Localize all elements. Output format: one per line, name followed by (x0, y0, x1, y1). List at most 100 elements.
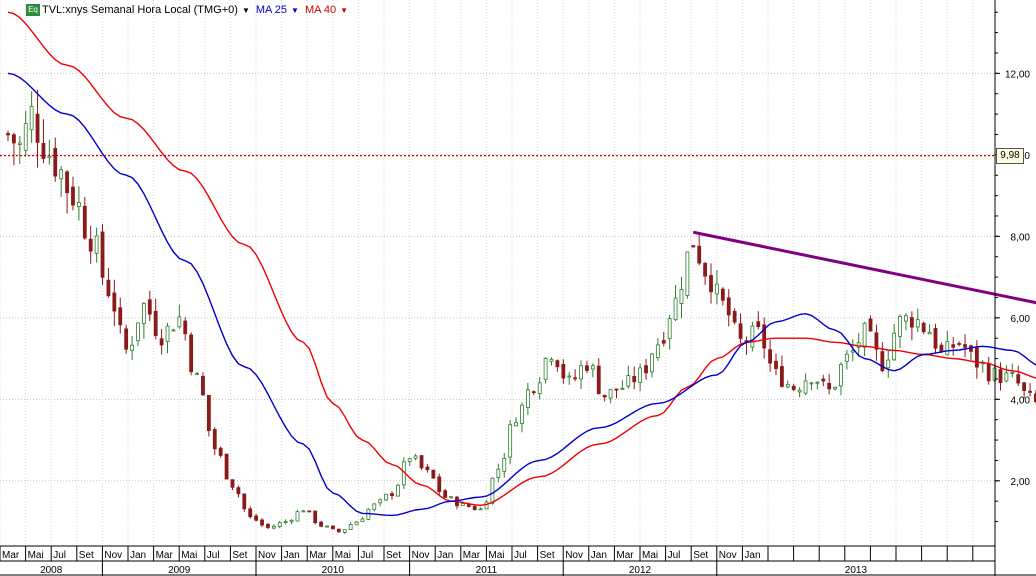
ma40-series (7, 11, 1036, 507)
candle-body (354, 521, 359, 526)
candle-body (939, 344, 944, 352)
candle-body (785, 384, 790, 388)
candle-body (460, 503, 465, 506)
candle-body (307, 510, 312, 513)
candle-body (212, 429, 217, 450)
x-tick-label: Jan (744, 550, 760, 561)
candle-body (413, 455, 418, 459)
candle-body (638, 367, 643, 383)
candle-body (880, 351, 885, 372)
x-tick-label: Mar (463, 550, 481, 561)
candle-body (153, 310, 158, 336)
candle-body (289, 519, 294, 523)
candle-body (632, 376, 637, 383)
ma40-legend[interactable]: MA 40 (304, 4, 337, 16)
candle-body (431, 469, 436, 479)
candle-body (378, 499, 383, 504)
candle-body (384, 493, 388, 501)
candle-body (963, 344, 967, 348)
x-tick-label: Nov (412, 550, 430, 561)
year-label: 2011 (476, 565, 498, 576)
x-tick-label: Jan (130, 550, 146, 561)
candle-body (555, 360, 560, 368)
candle-body (904, 315, 908, 322)
candle-body (189, 334, 194, 373)
x-tick-label: Jul (360, 550, 373, 561)
candle-body (106, 279, 111, 297)
candle-body (608, 388, 613, 399)
ma40-line (7, 11, 1036, 507)
x-tick-label: Nov (104, 550, 122, 561)
candle-body (1016, 374, 1021, 384)
candle-body (862, 322, 867, 348)
candle-body (762, 324, 767, 349)
candle-body (874, 332, 879, 350)
symbol-dropdown-icon[interactable]: ▼ (241, 5, 250, 15)
candle-body (815, 381, 820, 384)
candle-body (909, 317, 914, 328)
candle-body (141, 302, 146, 324)
candle-body (71, 186, 75, 206)
ma25-line (7, 72, 1036, 517)
ma40-dropdown-icon[interactable]: ▼ (340, 5, 349, 15)
year-label: 2008 (40, 565, 63, 576)
candle-body (283, 521, 288, 524)
ma25-dropdown-icon[interactable]: ▼ (291, 5, 299, 15)
candle-body (171, 329, 176, 332)
candle-body (750, 325, 755, 348)
equity-icon[interactable]: Eq (26, 4, 40, 16)
candle-body (502, 458, 507, 472)
candle-body (685, 251, 690, 296)
ma25-series (7, 72, 1036, 517)
candle-body (236, 487, 241, 495)
symbol-label[interactable]: TVL:xnys Semanal Hora Local (TMG+0) (42, 4, 238, 16)
candle-body (655, 344, 660, 359)
candle-body (271, 525, 276, 529)
candle-body (602, 394, 607, 398)
candle-body (118, 307, 123, 326)
x-tick-label: Mai (488, 550, 504, 561)
candle-body (508, 424, 513, 458)
candle-body (886, 359, 891, 369)
candle-body (797, 389, 802, 393)
candle-body (585, 365, 589, 371)
y-tick-label: 4,00 (1011, 395, 1031, 406)
candle-body (520, 404, 524, 424)
candle-body (768, 349, 772, 364)
candle-body (780, 366, 784, 387)
trendline-series (692, 230, 1036, 305)
x-tick-label: Nov (258, 550, 276, 561)
candle-body (732, 310, 737, 323)
candle-body (331, 525, 335, 530)
y-tick-label: 6,00 (1011, 314, 1031, 325)
candle-body (266, 523, 270, 528)
last-price-tag: 9,98 (996, 147, 1024, 164)
x-tick-label: Mai (642, 550, 658, 561)
candle-body (644, 365, 648, 374)
ma25-legend[interactable]: MA 25 (255, 4, 288, 16)
candle-body (844, 353, 849, 362)
candle-body (47, 155, 52, 159)
x-tick-label: Jul (207, 550, 220, 561)
candle-body (88, 238, 93, 252)
candle-body (868, 318, 873, 332)
candle-body (496, 468, 501, 478)
candle-body (951, 344, 956, 348)
candles (6, 89, 1036, 534)
candle-body (218, 447, 223, 456)
candle-body (301, 510, 306, 513)
candle-body (319, 521, 324, 527)
candle-body (136, 322, 140, 342)
candle-body (927, 332, 932, 335)
candle-body (29, 105, 34, 131)
candle-body (313, 510, 318, 524)
x-tick-label: Set (232, 550, 247, 561)
candle-body (112, 292, 117, 312)
candle-body (224, 453, 229, 480)
candle-body (443, 490, 448, 498)
candle-body (827, 382, 832, 390)
candle-body (715, 283, 719, 295)
chart-header: Eq TVL:xnys Semanal Hora Local (TMG+0) ▼… (26, 3, 354, 17)
